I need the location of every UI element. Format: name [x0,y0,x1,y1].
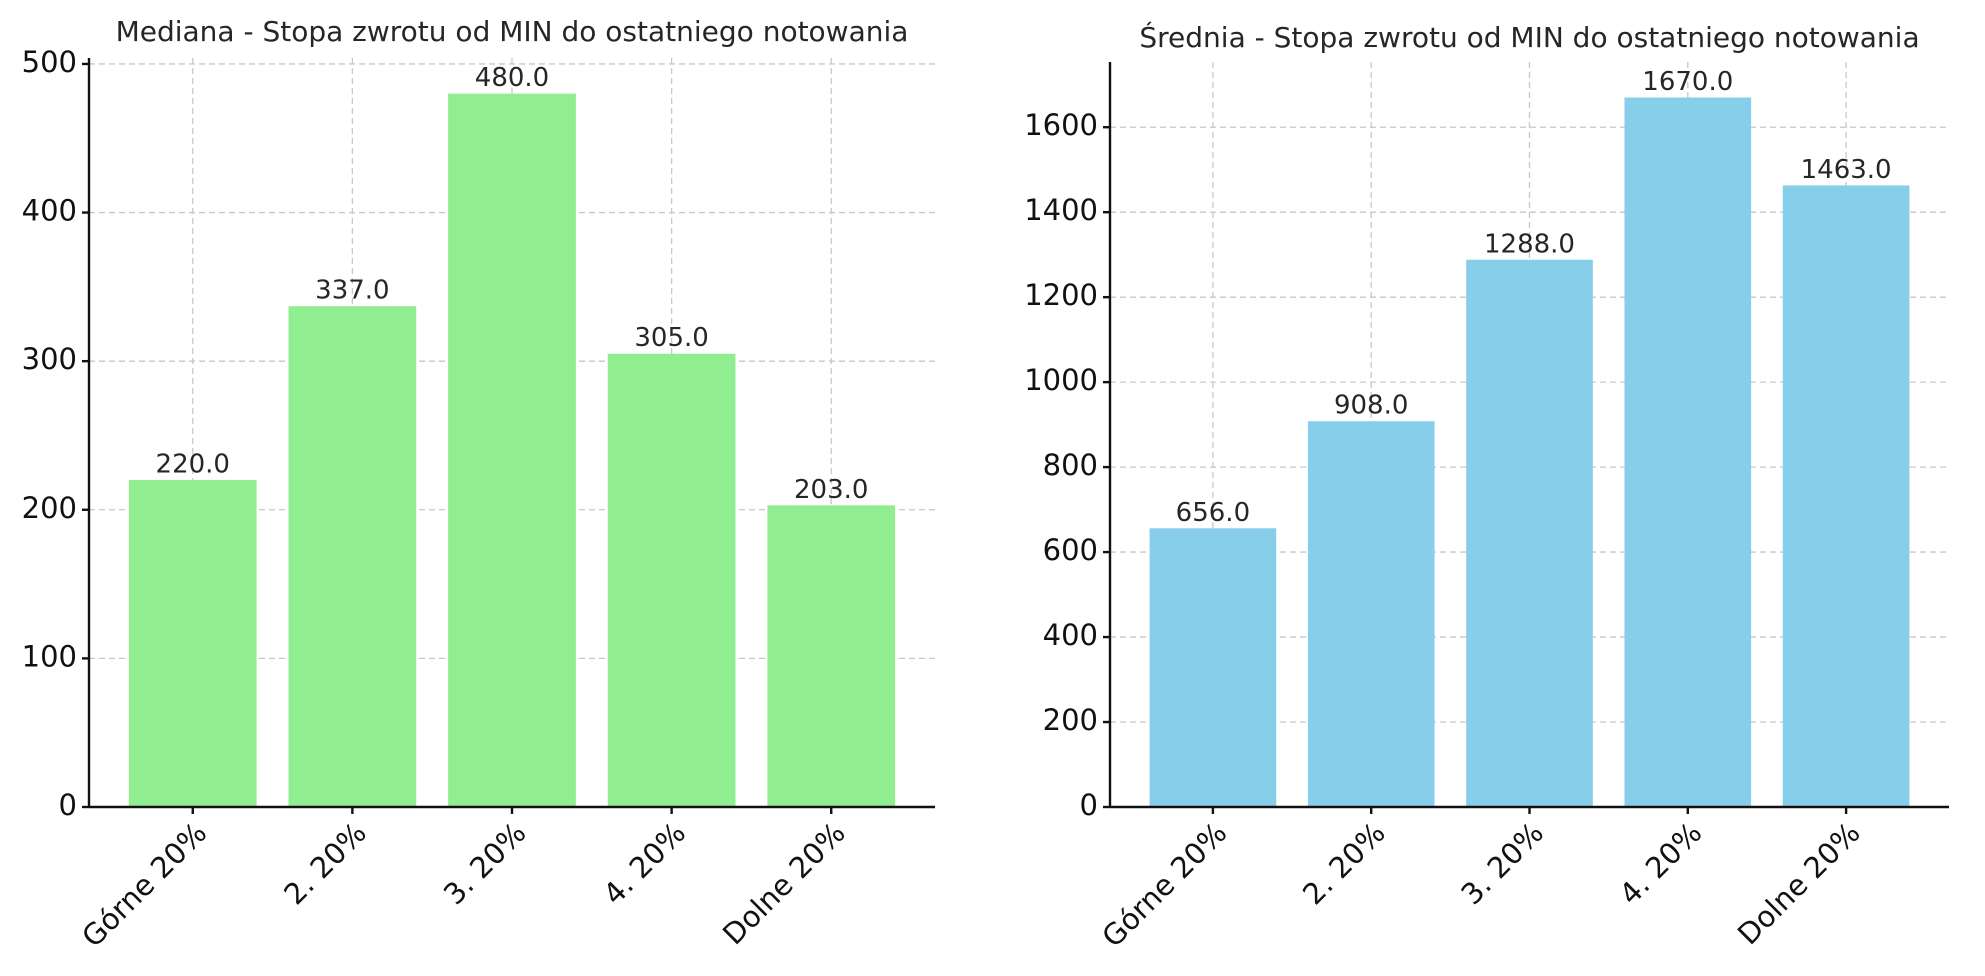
y-tick-label: 400 [22,194,77,228]
x-tick-label: Górne 20% [1095,816,1233,954]
value-label: 220.0 [156,450,230,480]
value-label: 480.0 [475,63,549,93]
y-tick-label: 0 [59,788,77,822]
x-tick-label: Górne 20% [75,816,213,954]
y-tick-label: 400 [1043,618,1098,652]
bar [1149,528,1277,807]
y-tick-label: 800 [1043,448,1098,482]
chart-title: Mediana - Stopa zwrotu od MIN do ostatni… [116,15,909,48]
y-tick-label: 1400 [1024,193,1098,227]
bar [607,353,736,807]
value-label: 203.0 [794,475,868,505]
value-label: 656.0 [1176,498,1250,528]
bar [448,93,576,807]
value-label: 1463.0 [1801,155,1892,185]
x-tick-label: 3. 20% [1454,816,1550,912]
y-tick-label: 100 [22,639,77,673]
value-label: 337.0 [315,276,389,306]
x-tick-label: Dolne 20% [1731,816,1867,952]
value-label: 908.0 [1334,391,1408,421]
x-tick-label: 2. 20% [1296,816,1392,912]
bar [1624,97,1752,807]
chart-title: Średnia - Stopa zwrotu od MIN do ostatni… [1139,20,1919,54]
y-tick-label: 1600 [1024,108,1098,142]
value-label: 1288.0 [1484,229,1575,259]
y-tick-label: 0 [1080,788,1098,822]
value-label: 305.0 [634,323,708,353]
bar [1466,259,1593,808]
bar [1307,421,1435,807]
y-tick-label: 500 [22,45,77,79]
x-tick-label: 4. 20% [597,816,693,912]
x-tick-label: 4. 20% [1613,816,1709,912]
bar [767,505,896,807]
bar [288,306,417,807]
y-tick-label: 200 [1043,703,1098,737]
y-tick-label: 1200 [1024,278,1098,312]
x-tick-label: 2. 20% [277,816,373,912]
y-tick-label: 300 [22,342,77,376]
x-tick-label: 3. 20% [437,816,533,912]
y-tick-label: 600 [1043,533,1098,567]
bar [128,480,257,807]
x-tick-label: Dolne 20% [716,816,852,952]
value-label: 1670.0 [1642,67,1733,97]
y-tick-label: 200 [22,491,77,525]
bar [1782,185,1910,807]
y-tick-label: 1000 [1024,363,1098,397]
